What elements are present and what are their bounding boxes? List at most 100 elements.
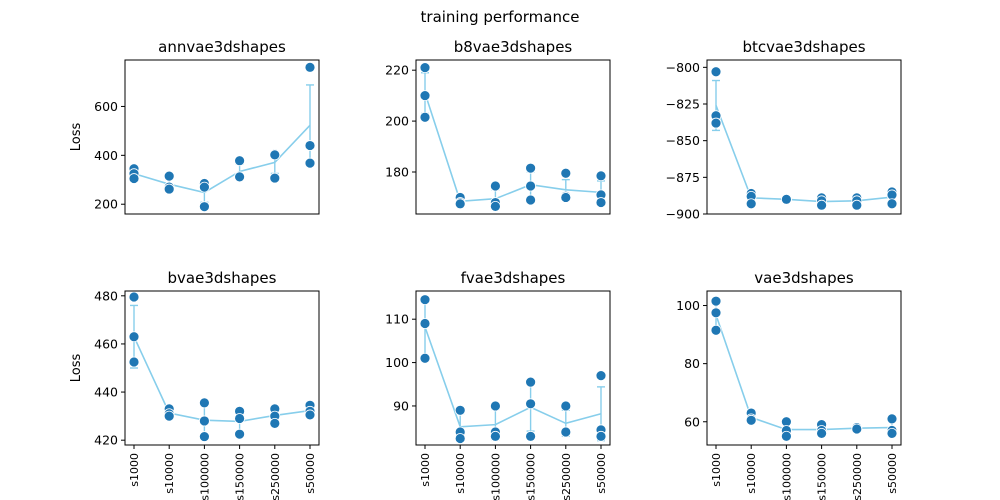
y-tick-label: 600	[94, 99, 118, 114]
data-point	[525, 162, 536, 174]
y-tick-label: −875	[666, 170, 700, 185]
y-tick-label: 60	[684, 414, 700, 429]
data-point	[454, 404, 466, 416]
x-tick-label: s10000	[163, 453, 176, 494]
y-tick-label: 100	[676, 298, 700, 313]
x-tick-label: s50000	[595, 453, 608, 494]
data-point	[419, 111, 431, 123]
data-point	[710, 66, 722, 78]
data-point	[198, 397, 210, 409]
data-point	[163, 170, 175, 182]
data-point	[525, 180, 536, 192]
subplot-title: annvae3dshapes	[158, 38, 286, 56]
y-tick-label: 220	[385, 63, 409, 78]
data-point	[560, 192, 572, 203]
subplot-5: fvae3dshapes 90 100 110 s1000 s10000 s100000 s1…	[385, 269, 611, 500]
subplot-3: btcvae3dshapes −800 −825 −850 −875 −900	[666, 38, 902, 222]
data-point	[816, 427, 827, 439]
data-point	[710, 295, 722, 307]
data-point	[304, 409, 316, 421]
data-point	[198, 431, 210, 442]
data-point	[781, 193, 792, 205]
x-tick-label: s50000	[886, 453, 899, 494]
data-point	[234, 413, 246, 424]
y-tick-label: −825	[666, 97, 700, 112]
data-point	[198, 181, 210, 193]
data-point	[745, 414, 757, 426]
x-tick-label: s100000	[198, 453, 211, 500]
subplot-2: b8vae3dshapes 180 200 220	[385, 38, 611, 215]
data-point	[560, 426, 572, 438]
axes-frame	[706, 59, 902, 215]
data-point	[886, 413, 898, 425]
data-point	[886, 198, 898, 210]
data-point	[163, 410, 175, 422]
mean-line	[424, 326, 602, 428]
x-tick-label: s150000	[234, 453, 247, 500]
x-tick-label: s250000	[851, 453, 864, 500]
x-tick-label: s10000	[745, 453, 758, 494]
data-point	[419, 294, 431, 306]
y-tick-label: 420	[94, 433, 118, 448]
y-tick-label: −850	[666, 133, 700, 148]
data-point	[595, 170, 607, 182]
data-point	[198, 415, 210, 427]
data-point	[710, 307, 722, 319]
x-tick-label: s10000	[454, 453, 467, 494]
y-tick-label: −900	[666, 207, 700, 222]
data-point	[595, 370, 607, 381]
y-tick-label: 80	[684, 356, 700, 371]
data-point	[304, 140, 316, 151]
x-tick-label: s150000	[525, 453, 538, 500]
subplot-title: fvae3dshapes	[461, 269, 566, 287]
y-tick-label: 200	[385, 114, 409, 129]
data-point	[419, 62, 431, 74]
data-point	[489, 430, 501, 442]
y-tick-label: 90	[393, 398, 409, 413]
x-tick-label: s250000	[269, 453, 282, 500]
mean-line	[715, 314, 893, 431]
data-point	[269, 149, 281, 161]
x-tick-label: s150000	[816, 453, 829, 500]
subplot-title: vae3dshapes	[754, 269, 854, 287]
figure-title: training performance	[421, 8, 580, 26]
y-tick-label: −800	[666, 60, 700, 75]
data-point	[454, 433, 466, 444]
data-point	[304, 61, 316, 73]
y-tick-label: 440	[94, 385, 118, 400]
data-point	[816, 199, 827, 211]
data-point	[745, 198, 757, 210]
y-axis-label: Loss	[69, 354, 84, 383]
subplot-4: bvae3dshapes Loss 420 440 460 480 s1000 s10000 s…	[69, 269, 320, 500]
subplot-title: b8vae3dshapes	[454, 38, 573, 56]
x-tick-label: s1000	[419, 453, 432, 487]
y-tick-label: 400	[94, 148, 118, 163]
data-point	[128, 291, 140, 303]
mean-line	[133, 336, 311, 423]
data-point	[595, 430, 607, 442]
x-tick-label: s1000	[128, 453, 141, 487]
subplot-title: btcvae3dshapes	[742, 38, 865, 56]
data-point	[560, 400, 572, 412]
y-tick-label: 100	[385, 355, 409, 370]
y-tick-label: 480	[94, 288, 118, 303]
data-point	[525, 430, 536, 442]
data-point	[710, 324, 722, 336]
mean-line	[424, 92, 602, 203]
data-point	[560, 167, 572, 179]
axes-frame	[124, 290, 320, 446]
data-point	[851, 199, 863, 211]
subplot-1: annvae3dshapes Loss 200 400 600	[69, 38, 320, 215]
x-tick-label: s250000	[560, 453, 573, 500]
data-point	[128, 173, 140, 184]
x-tick-label: s100000	[489, 453, 502, 500]
axes-frame	[415, 59, 611, 215]
data-point	[234, 428, 246, 440]
data-point	[419, 318, 431, 329]
mean-line	[715, 105, 893, 203]
data-point	[419, 90, 431, 102]
data-point	[128, 356, 140, 368]
y-axis-label: Loss	[69, 123, 84, 152]
x-tick-label: s100000	[780, 453, 793, 500]
